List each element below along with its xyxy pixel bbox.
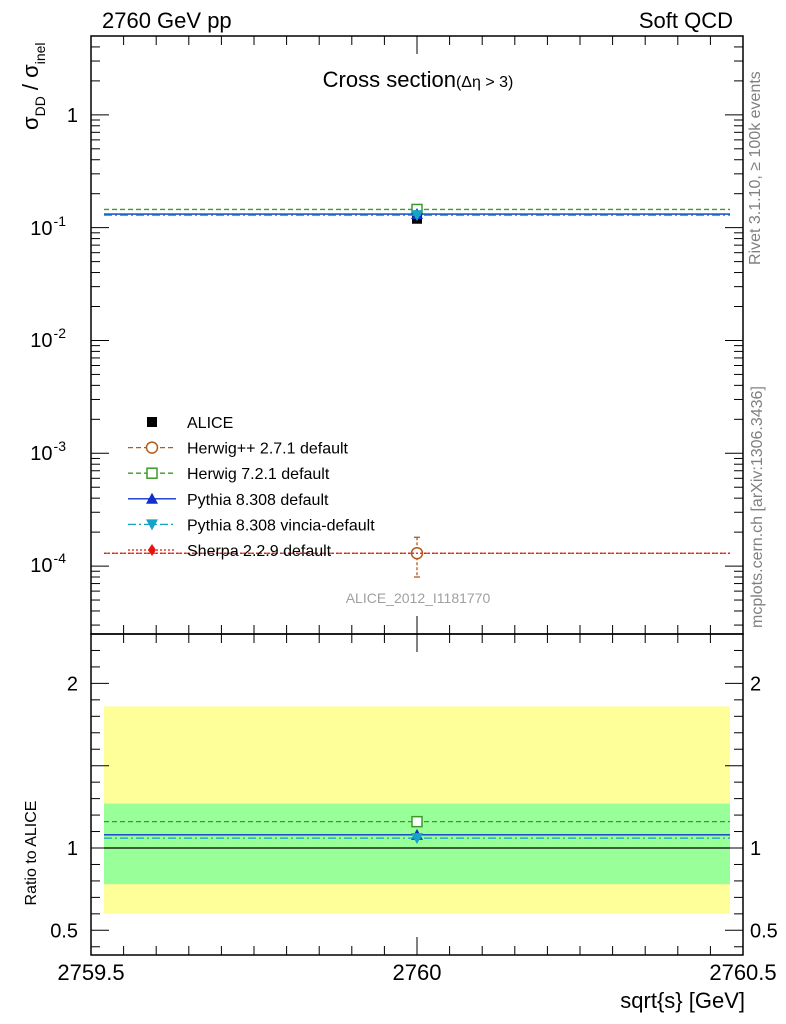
legend-label: ALICE — [187, 415, 233, 432]
analysis-watermark: ALICE_2012_I1181770 — [346, 590, 491, 606]
ratio-point — [411, 833, 423, 845]
main-ylabel: σDD / σinel — [18, 42, 48, 130]
legend-marker — [146, 492, 158, 504]
ratio-point — [411, 815, 423, 828]
data-point — [411, 210, 423, 222]
mcplots-label: mcplots.cern.ch [arXiv:1306.3436] — [749, 386, 766, 628]
ratio-ylabel: Ratio to ALICE — [23, 801, 40, 906]
data-marks — [104, 203, 730, 849]
ratio-ytick-label-left: 2 — [67, 673, 78, 695]
xtick-label: 2760.5 — [709, 960, 776, 985]
legend-label: Pythia 8.308 default — [187, 492, 329, 509]
legend: ALICE Herwig++ 2.7.1 default Herwig 7.2.1 … — [128, 415, 375, 560]
legend-marker — [145, 441, 159, 454]
legend-label: Pythia 8.308 vincia-default — [187, 517, 375, 534]
ytick-label-1e-2: 10-2 — [30, 325, 66, 352]
xlabel: sqrt{s} [GeV] — [620, 988, 745, 1013]
legend-label: Herwig 7.2.1 default — [187, 466, 330, 483]
header-process: Soft QCD — [639, 8, 733, 33]
ytick-label-1: 1 — [67, 105, 78, 127]
ratio-ytick-label-right: 1 — [750, 838, 761, 860]
legend-marker — [148, 544, 156, 556]
legend-label: Sherpa 2.2.9 default — [187, 543, 332, 560]
ratio-frame — [90, 633, 744, 956]
ytick-label-1e-3: 10-3 — [30, 438, 66, 465]
legend-marker — [147, 417, 157, 427]
ratio-ytick-label-left: 0.5 — [50, 920, 78, 942]
ratio-uncertainty-bands — [104, 706, 730, 914]
header-energy: 2760 GeV pp — [102, 8, 232, 33]
ratio-ytick-label-right: 2 — [750, 673, 761, 695]
legend-label: Herwig++ 2.7.1 default — [187, 441, 349, 458]
ytick-label-1e-4: 10-4 — [30, 550, 66, 577]
legend-marker — [146, 467, 158, 479]
ratio-ytick-label-right: 0.5 — [750, 920, 778, 942]
chart-title: Cross section(Δη > 3) — [323, 67, 514, 92]
rivet-label: Rivet 3.1.10, ≥ 100k events — [747, 71, 764, 265]
ratio-ytick-label-left: 1 — [67, 838, 78, 860]
xtick-label: 2760 — [393, 960, 442, 985]
legend-marker — [146, 519, 158, 531]
xtick-label: 2759.5 — [57, 960, 124, 985]
ytick-label-1e-1: 10-1 — [30, 213, 66, 240]
